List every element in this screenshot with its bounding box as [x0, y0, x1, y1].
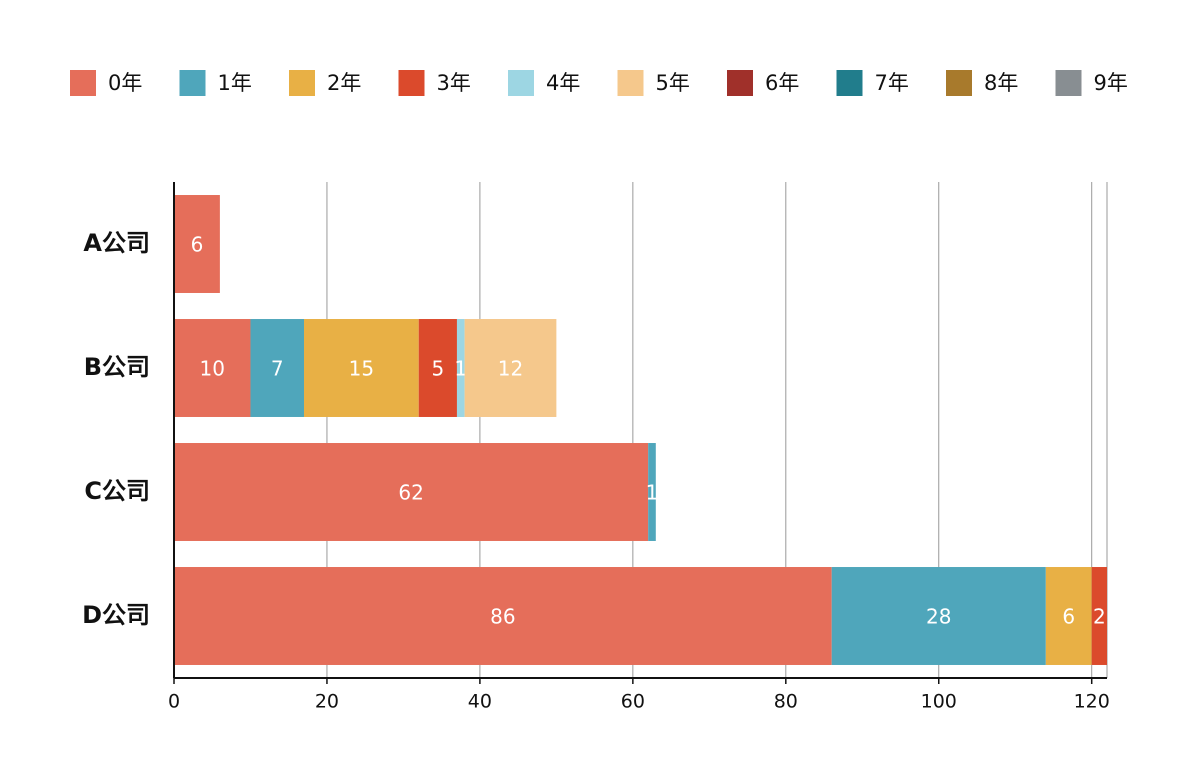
bar-segment [174, 443, 649, 541]
x-tick-label: 120 [1074, 691, 1110, 713]
legend-label: 2年 [327, 71, 361, 95]
data-label: 1 [646, 481, 659, 505]
legend-swatch [508, 70, 534, 96]
legend-label: 1年 [218, 71, 252, 95]
legend-swatch [836, 70, 863, 96]
data-label: 2 [1093, 605, 1106, 629]
bar-segment [1091, 567, 1107, 665]
legend-swatch [946, 70, 972, 96]
bar-segment [831, 567, 1046, 665]
data-label: 12 [498, 357, 523, 381]
data-label: 6 [191, 233, 204, 257]
x-tick-label: 100 [921, 691, 957, 713]
bar-segment [418, 319, 457, 417]
bar-segment [456, 319, 465, 417]
legend-label: 0年 [108, 71, 142, 95]
x-tick-label: 60 [621, 691, 645, 713]
data-label: 86 [490, 605, 515, 629]
legend-swatch [289, 70, 315, 96]
legend-swatch [179, 70, 206, 96]
data-label: 1 [454, 357, 467, 381]
legend-swatch [398, 70, 425, 96]
legend-swatch [1055, 70, 1082, 96]
x-tick-label: 40 [468, 691, 492, 713]
bar-segment [304, 319, 419, 417]
legend-label: 9年 [1094, 71, 1128, 95]
data-label: 7 [271, 357, 284, 381]
data-label: 6 [1062, 605, 1075, 629]
x-tick-label: 0 [168, 691, 180, 713]
data-label: 62 [398, 481, 423, 505]
x-tick-label: 80 [774, 691, 798, 713]
bar-segment [1045, 567, 1092, 665]
legend-label: 8年 [984, 71, 1018, 95]
bar-segment [250, 319, 305, 417]
legend-label: 6年 [765, 71, 799, 95]
legend-swatch [727, 70, 753, 96]
x-tick-label: 20 [315, 691, 339, 713]
legend-label: 3年 [437, 71, 471, 95]
y-tick-label: C公司 [84, 477, 150, 505]
y-tick-label: A公司 [83, 229, 150, 257]
data-label: 28 [926, 605, 951, 629]
legend-label: 7年 [875, 71, 909, 95]
legend-label: 5年 [656, 71, 690, 95]
y-tick-label: B公司 [84, 353, 150, 381]
data-label: 5 [431, 357, 444, 381]
bar-segment [174, 195, 220, 293]
data-label: 15 [349, 357, 374, 381]
legend-label: 4年 [546, 71, 580, 95]
bar-segment [648, 443, 656, 541]
bar-segment [174, 319, 251, 417]
bar-segment [174, 567, 832, 665]
legend-swatch [70, 70, 96, 96]
y-tick-label: D公司 [82, 601, 150, 629]
legend-swatch [617, 70, 644, 96]
bar-segment [464, 319, 557, 417]
data-label: 10 [200, 357, 225, 381]
